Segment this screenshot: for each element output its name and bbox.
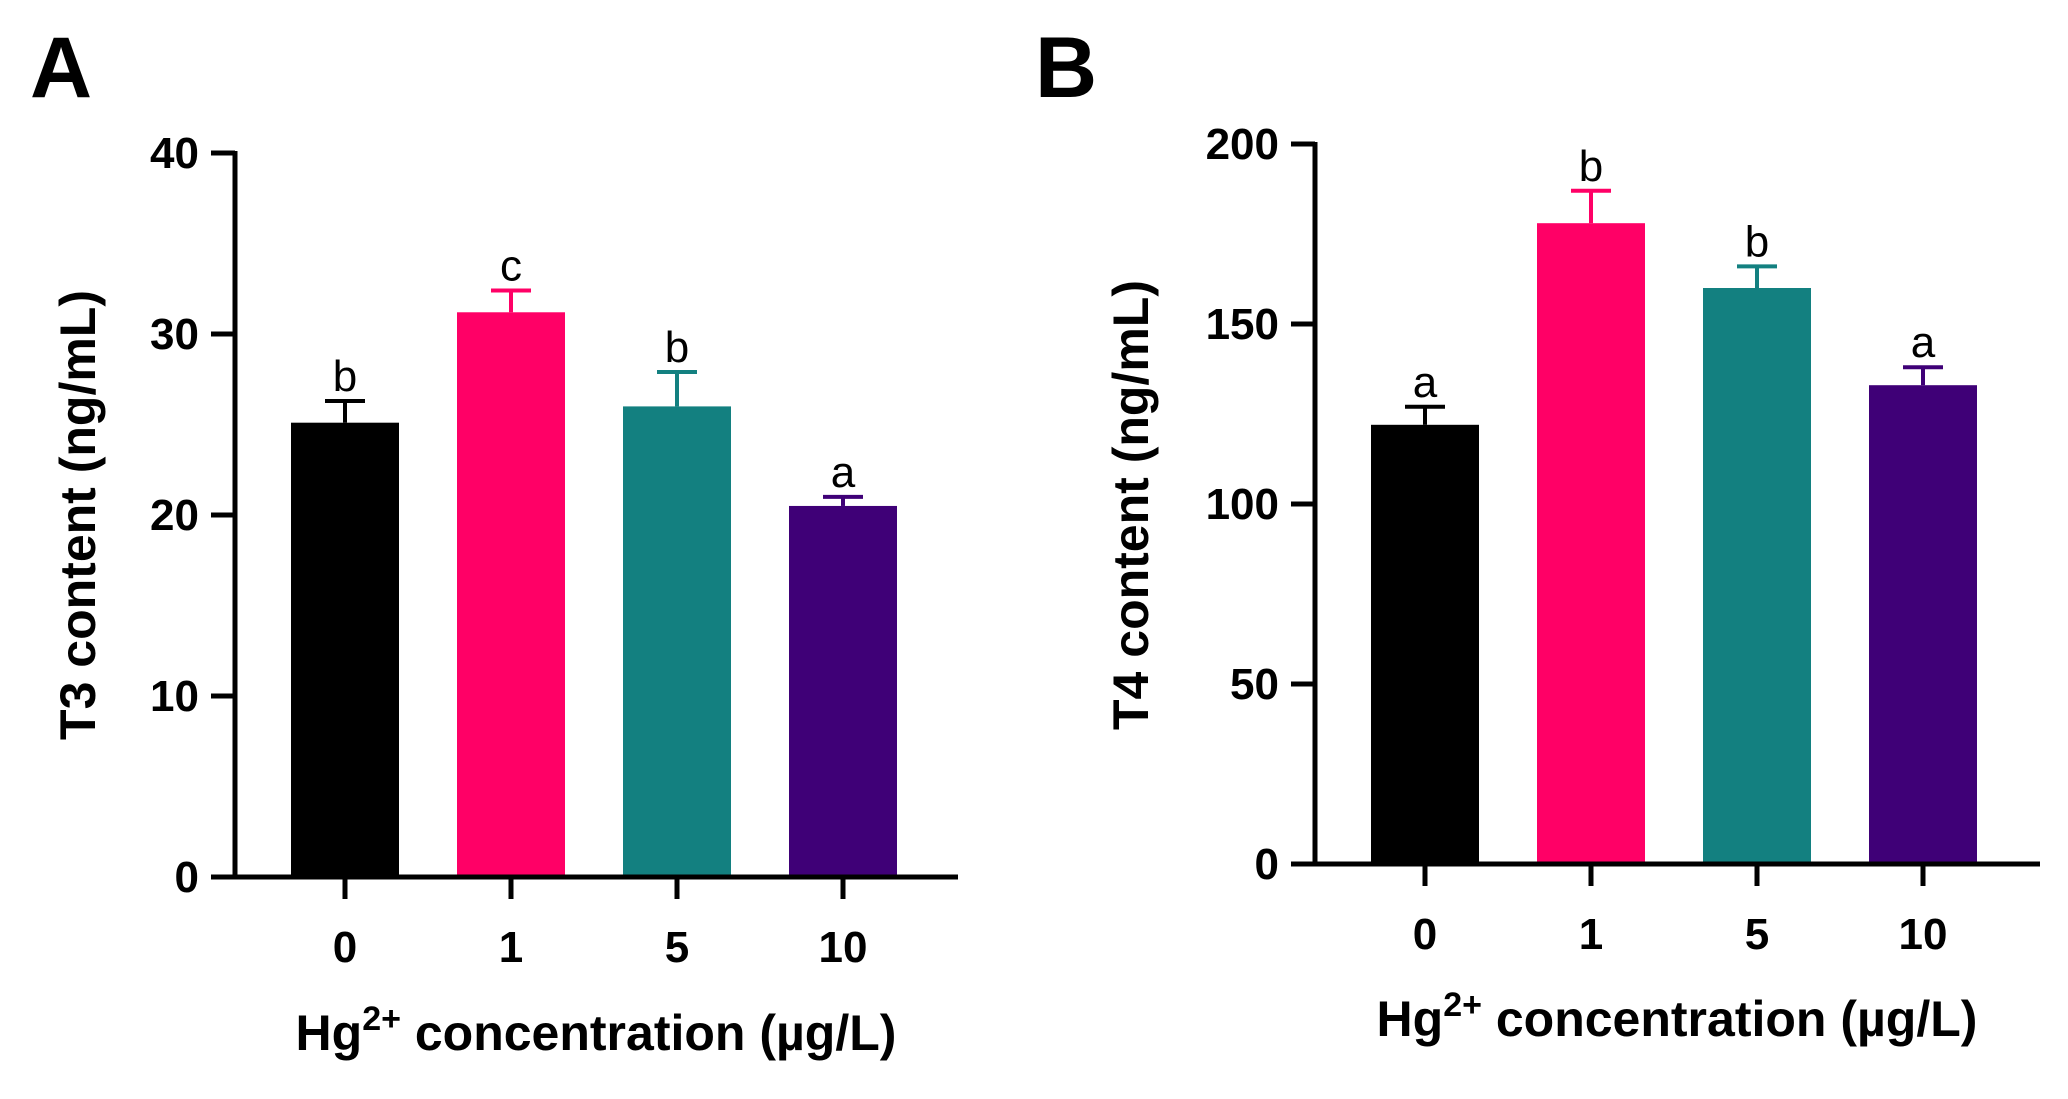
chart-1-significance-label-1: b xyxy=(1579,142,1603,191)
chart-0-bar-5 xyxy=(623,406,731,877)
chart-1-bar-10 xyxy=(1869,385,1977,864)
chart-0-significance-label-5: b xyxy=(665,323,689,372)
chart-1-significance-label-10: a xyxy=(1911,318,1936,367)
chart-0-x-tick-label-10: 10 xyxy=(819,923,868,972)
chart-1-y-tick-label-0: 0 xyxy=(1255,840,1279,889)
chart-0-x-axis-title-superscript: 2+ xyxy=(362,1000,401,1038)
chart-1-significance-label-0: a xyxy=(1413,358,1438,407)
chart-1-x-tick-label-1: 1 xyxy=(1579,910,1603,959)
chart-1-panel-label: B xyxy=(1035,20,1097,116)
chart-0-y-tick-label-40: 40 xyxy=(150,129,199,178)
chart-1-y-tick-label-100: 100 xyxy=(1206,480,1279,529)
chart-0-y-tick-label-20: 20 xyxy=(150,491,199,540)
chart-0-y-tick-label-0: 0 xyxy=(175,853,199,902)
chart-1-y-tick-label-150: 150 xyxy=(1206,300,1279,349)
chart-1-y-tick-label-50: 50 xyxy=(1230,660,1279,709)
chart-0-x-tick-label-5: 5 xyxy=(665,923,689,972)
chart-1-x-axis-title: Hg2+ concentration (µg/L) xyxy=(1377,986,1978,1047)
chart-1-x-axis-title-main: Hg xyxy=(1377,991,1444,1047)
chart-1-x-tick-label-0: 0 xyxy=(1413,910,1437,959)
chart-1-bar-1 xyxy=(1537,223,1645,864)
chart-1-y-tick-label-200: 200 xyxy=(1206,120,1279,169)
chart-0-x-axis-title: Hg2+ concentration (µg/L) xyxy=(296,1000,897,1061)
chart-0-significance-label-1: c xyxy=(500,242,522,291)
chart-0-x-axis-title-main: Hg xyxy=(296,1005,363,1061)
chart-0-x-axis-title-rest: concentration (µg/L) xyxy=(401,1005,896,1061)
chart-0-significance-label-10: a xyxy=(831,448,856,497)
chart-1-significance-label-5: b xyxy=(1745,217,1769,266)
chart-0-bar-1 xyxy=(457,312,565,877)
chart-0-y-axis-title: T3 content (ng/mL) xyxy=(50,290,106,740)
chart-1-x-axis-title-superscript: 2+ xyxy=(1443,986,1482,1024)
chart-0-bar-0 xyxy=(291,422,399,877)
chart-0-panel-label: A xyxy=(30,20,92,116)
chart-0-bar-10 xyxy=(789,505,897,877)
chart-0-y-tick-label-30: 30 xyxy=(150,310,199,359)
chart-1-x-tick-label-5: 5 xyxy=(1745,910,1769,959)
chart-1-x-tick-label-10: 10 xyxy=(1899,910,1948,959)
chart-1-bar-0 xyxy=(1371,424,1479,864)
chart-0-y-tick-label-10: 10 xyxy=(150,672,199,721)
chart-1-bar-5 xyxy=(1703,288,1811,864)
chart-0-x-tick-label-0: 0 xyxy=(333,923,357,972)
chart-1-y-axis-title: T4 content (ng/mL) xyxy=(1103,280,1159,730)
chart-0-significance-label-0: b xyxy=(333,352,357,401)
chart-0-x-tick-label-1: 1 xyxy=(499,923,523,972)
chart-1-x-axis-title-rest: concentration (µg/L) xyxy=(1482,991,1977,1047)
